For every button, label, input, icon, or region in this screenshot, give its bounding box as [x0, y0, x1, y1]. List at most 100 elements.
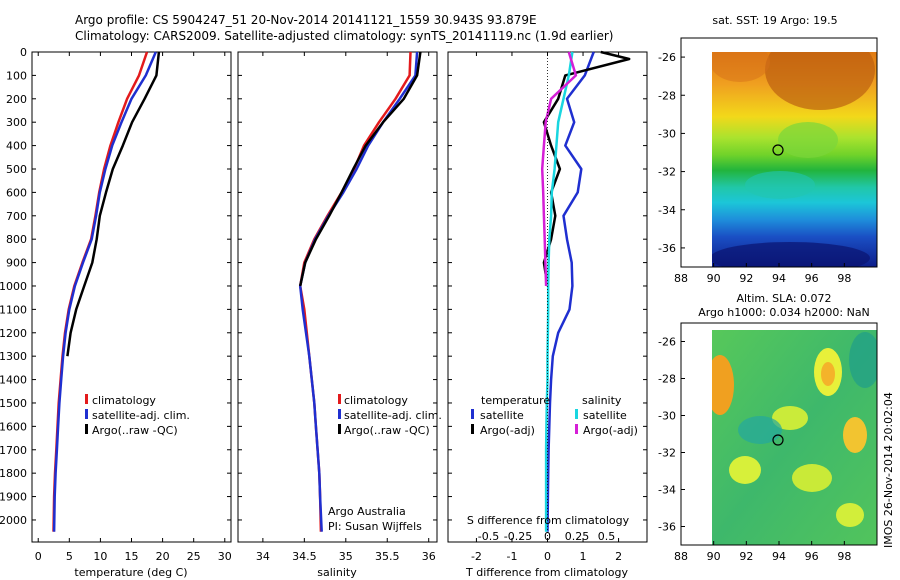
legend-swatch-satellite-adj — [85, 409, 88, 419]
legend-swatch-temp-argo — [471, 424, 474, 434]
map-x-tick-label: 88 — [674, 550, 688, 563]
legend-label-climatology: climatology — [344, 394, 408, 407]
depth-tick-label: 1000 — [0, 280, 27, 293]
depth-tick-label: 100 — [6, 69, 27, 82]
depth-tick-label: 1300 — [0, 350, 27, 363]
salinity-diff-tick-label: 0.25 — [565, 530, 590, 543]
map-y-tick-label: -26 — [658, 51, 676, 64]
legend-label-temp-argo: Argo(-adj) — [480, 424, 535, 437]
map-y-tick-label: -34 — [658, 484, 676, 497]
legend-swatch-satellite-adj — [338, 409, 341, 419]
temperature-xlabel: temperature (deg C) — [74, 566, 187, 579]
salinity-diff-tick-label: -0.25 — [504, 530, 532, 543]
legend-swatch-sal-satellite — [575, 409, 578, 419]
sst-argo-marker — [772, 144, 784, 156]
sla-low — [849, 332, 877, 388]
sst-map-title: sat. SST: 19 Argo: 19.5 — [712, 14, 837, 27]
sst-warm-patch — [712, 52, 770, 82]
salinity-diff-tick-label: 0.5 — [598, 530, 616, 543]
x-tick-label: -1 — [506, 550, 517, 563]
x-tick-label: 0 — [544, 550, 551, 563]
series-line-salinity-argo-adj — [540, 51, 578, 287]
series-line-argo-raw-qc — [298, 51, 422, 287]
sla-low — [738, 416, 782, 444]
sla-map-title-2: Argo h1000: 0.034 h2000: NaN — [698, 306, 870, 319]
map-y-tick-label: -36 — [658, 521, 676, 534]
sst-green-eddy — [778, 122, 838, 158]
x-tick-label: 30 — [218, 550, 232, 563]
legend-salinity-title: salinity — [582, 394, 622, 407]
map-x-tick-label: 92 — [739, 550, 753, 563]
x-tick-label: 5 — [66, 550, 73, 563]
series-line-satellite-adj-clim — [52, 51, 157, 532]
title-line-1: Argo profile: CS 5904247_51 20-Nov-2014 … — [75, 13, 537, 27]
map-x-tick-label: 94 — [772, 550, 786, 563]
argo-australia-credit: Argo Australia — [328, 505, 406, 518]
map-y-tick-label: -32 — [658, 447, 676, 460]
map-x-tick-label: 92 — [739, 272, 753, 285]
legend-label-argo: Argo(..raw -QC) — [344, 424, 430, 437]
series-line-argo-raw-qc — [66, 51, 161, 357]
legend-label-satellite-adj: satellite-adj. clim. — [92, 409, 190, 422]
difference-legend: temperature salinity satellite satellite… — [471, 394, 638, 437]
map-y-tick-label: -32 — [658, 166, 676, 179]
series-line-satellite-adj-clim — [298, 51, 419, 532]
temperature-plot: 0 5 10 15 20 25 30 — [35, 51, 232, 563]
x-tick-label: 1 — [580, 550, 587, 563]
pi-credit: PI: Susan Wijffels — [328, 520, 422, 533]
salinity-xlabel: salinity — [317, 566, 357, 579]
map-x-tick-label: 90 — [707, 550, 721, 563]
legend-swatch-argo — [85, 424, 88, 434]
sla-argo-marker — [772, 434, 784, 446]
depth-tick-label: 2000 — [0, 514, 27, 527]
sla-map-title-1: Altim. SLA: 0.072 — [736, 292, 831, 305]
salinity-diff-tick-label: 0 — [544, 530, 551, 543]
depth-tick-label: 1900 — [0, 491, 27, 504]
x-tick-label: -2 — [471, 550, 482, 563]
map-y-tick-label: -30 — [658, 127, 676, 140]
map-x-tick-label: 98 — [837, 272, 851, 285]
x-tick-label: 36 — [422, 550, 436, 563]
legend-label-sal-satellite: satellite — [583, 409, 627, 422]
map-y-tick-label: -26 — [658, 336, 676, 349]
x-tick-label: 34.5 — [292, 550, 317, 563]
legend-swatch-argo — [338, 424, 341, 434]
depth-tick-label: 700 — [6, 210, 27, 223]
series-line-salinity-satellite — [544, 51, 574, 532]
legend-temperature-title: temperature — [481, 394, 550, 407]
title-line-2: Climatology: CARS2009. Satellite-adjuste… — [75, 29, 614, 43]
depth-tick-label: 1800 — [0, 467, 27, 480]
difference-plot: -2 -1 0 1 2 -0.5 -0.25 0 0.25 0.5 — [471, 50, 631, 563]
depth-tick-label: 1700 — [0, 444, 27, 457]
map-y-tick-label: -34 — [658, 204, 676, 217]
map-x-tick-label: 94 — [772, 272, 786, 285]
x-tick-label: 15 — [125, 550, 139, 563]
sst-cool-eddy — [745, 171, 815, 199]
map-y-tick-label: -28 — [658, 89, 676, 102]
x-tick-label: 0 — [35, 550, 42, 563]
legend-swatch-climatology — [85, 394, 88, 404]
salinity-legend: climatology satellite-adj. clim. Argo(..… — [338, 394, 442, 437]
x-tick-label: 25 — [187, 550, 201, 563]
map-y-tick-label: -28 — [658, 373, 676, 386]
legend-swatch-sal-argo — [575, 424, 578, 434]
depth-tick-label: 1500 — [0, 397, 27, 410]
x-tick-label: 10 — [93, 550, 107, 563]
series-line-climatology — [52, 51, 149, 532]
sla-blob — [729, 456, 761, 484]
map-x-tick-label: 88 — [674, 272, 688, 285]
depth-tick-label: 300 — [6, 116, 27, 129]
legend-label-sal-argo: Argo(-adj) — [583, 424, 638, 437]
depth-tick-label: 400 — [6, 140, 27, 153]
depth-tick-label: 1200 — [0, 327, 27, 340]
legend-label-argo: Argo(..raw -QC) — [92, 424, 178, 437]
sst-cold-patch — [712, 242, 870, 267]
legend-label-temp-satellite: satellite — [480, 409, 524, 422]
sst-warm-patch — [765, 52, 875, 110]
legend-swatch-temp-satellite — [471, 409, 474, 419]
depth-tick-label: 1600 — [0, 420, 27, 433]
legend-label-satellite-adj: satellite-adj. clim. — [344, 409, 442, 422]
map-x-tick-label: 98 — [837, 550, 851, 563]
x-tick-label: 2 — [615, 550, 622, 563]
temperature-legend: climatology satellite-adj. clim. Argo(..… — [85, 394, 190, 437]
